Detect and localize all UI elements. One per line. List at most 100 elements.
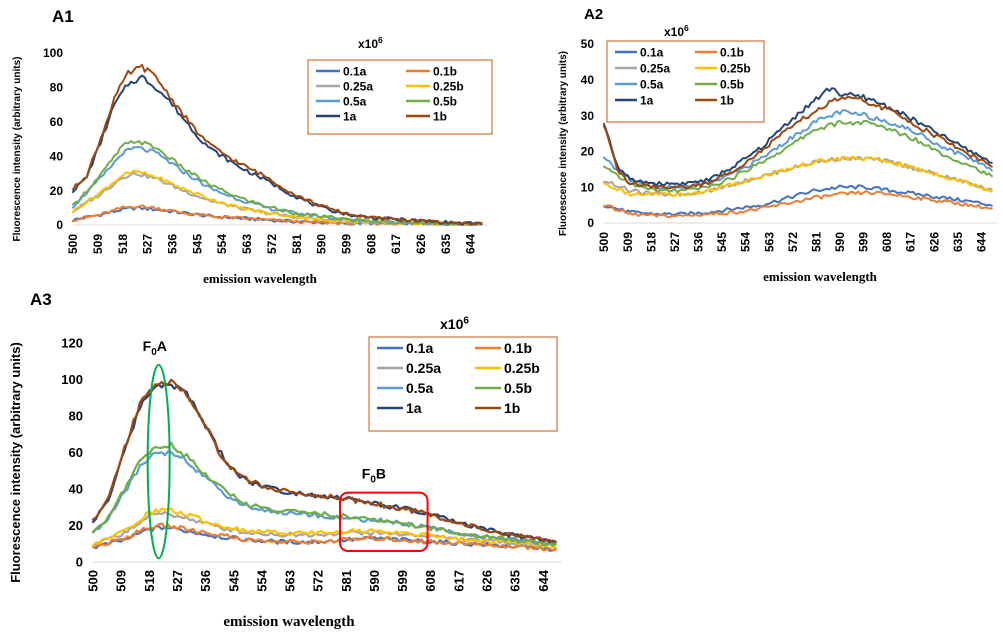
legend-title-exponent: 6 <box>463 315 469 326</box>
legend-entry-0.1a: 0.1a <box>406 340 433 356</box>
legend-entry-1b: 1b <box>720 93 734 107</box>
x-tick-label: 644 <box>464 234 478 254</box>
x-tick-label: 590 <box>315 234 329 254</box>
legend-entry-0.1a: 0.1a <box>343 64 367 78</box>
x-tick-label: 518 <box>644 232 658 252</box>
legend: x106 0.1a 0.1b 0.25a 0.25b 0.5a 0.5b 1a 1b <box>369 315 557 431</box>
x-tick-label: 599 <box>339 234 353 254</box>
x-tick-label: 635 <box>508 570 523 592</box>
x-tick-label: 545 <box>715 232 729 252</box>
f0a-ellipse <box>148 365 170 558</box>
legend-entry-1b: 1b <box>433 109 447 123</box>
x-tick-label: 527 <box>141 234 155 254</box>
x-tick-label: 572 <box>311 570 326 592</box>
x-tick-label: 527 <box>668 232 682 252</box>
x-tick-label: 581 <box>809 232 823 252</box>
x-tick-label: 617 <box>451 570 466 592</box>
x-tick-label: 500 <box>86 570 101 592</box>
x-tick-label: 644 <box>536 569 551 591</box>
legend-entry-0.1b: 0.1b <box>720 45 744 59</box>
panel-label: A3 <box>30 290 52 309</box>
x-tick-label: 572 <box>265 234 279 254</box>
x-tick-label: 572 <box>786 232 800 252</box>
x-tick-label: 509 <box>91 234 105 254</box>
f0a-label: F0A <box>143 338 167 358</box>
y-tick-label: 80 <box>69 409 83 424</box>
y-tick-label: 40 <box>50 149 64 163</box>
legend-entry-0.5b: 0.5b <box>504 380 532 396</box>
x-tick-label: 563 <box>762 232 776 252</box>
y-tick-label: 100 <box>43 46 63 60</box>
series-line-0.25b <box>73 171 482 226</box>
x-tick-label: 545 <box>190 234 204 254</box>
x-axis-title: emission wavelength <box>223 614 355 630</box>
legend-entry-0.5b: 0.5b <box>433 94 457 108</box>
legend-entry-0.1a: 0.1a <box>640 45 664 59</box>
y-tick-label: 120 <box>61 336 83 351</box>
y-tick-label: 40 <box>69 482 83 497</box>
legend: x106 0.1a 0.1b 0.25a 0.25b 0.5a 0.5b 1a 1b <box>308 35 492 134</box>
x-tick-label: 635 <box>951 232 965 252</box>
x-tick-label: 617 <box>904 232 918 252</box>
x-tick-label: 554 <box>254 569 269 591</box>
legend-entry-0.25a: 0.25a <box>343 79 373 93</box>
x-tick-label: 581 <box>290 234 304 254</box>
y-tick-label: 30 <box>581 109 595 123</box>
x-tick-label: 635 <box>439 234 453 254</box>
x-tick-label: 563 <box>240 234 254 254</box>
y-axis-title: Fluorescence intensity (arbitrary units) <box>8 342 23 583</box>
y-tick-label: 40 <box>581 73 595 87</box>
y-axis-title: Fluorescence intensity (arbitrary units) <box>12 56 23 241</box>
x-tick-label: 554 <box>739 232 753 252</box>
y-tick-label: 0 <box>587 216 594 230</box>
annotation-suffix: B <box>376 466 386 482</box>
x-tick-label: 590 <box>367 570 382 592</box>
legend-entry-1a: 1a <box>640 93 654 107</box>
x-axis-title: emission wavelength <box>203 271 318 286</box>
chart-a1: A1020406080100500 509 518 527 536 545 554 563 57… <box>12 7 492 286</box>
y-tick-label: 10 <box>581 180 595 194</box>
x-tick-label: 500 <box>597 232 611 252</box>
y-tick-label: 20 <box>69 518 83 533</box>
x-tick-label: 608 <box>423 570 438 592</box>
y-tick-label: 0 <box>76 555 83 570</box>
x-tick-label: 626 <box>927 232 941 252</box>
f0b-label: F0B <box>362 466 386 486</box>
x-tick-label: 581 <box>339 570 354 592</box>
y-axis-title: Fluorescence intensity (arbitrary units) <box>558 51 569 236</box>
x-tick-label: 608 <box>880 232 894 252</box>
annotation-suffix: A <box>157 338 167 354</box>
legend-title: x106 <box>358 35 383 51</box>
series-line-0.25a <box>73 173 482 225</box>
legend-entry-1b: 1b <box>504 400 520 416</box>
x-tick-label: 617 <box>389 234 403 254</box>
legend-title-exponent: 6 <box>684 23 689 33</box>
legend-entry-0.5b: 0.5b <box>720 77 744 91</box>
x-tick-label: 509 <box>114 570 129 592</box>
panel-label: A1 <box>52 7 74 26</box>
x-tick-label: 599 <box>857 232 871 252</box>
legend: x106 0.1a 0.1b 0.25a 0.25b 0.5a 0.5b 1a 1b <box>607 23 764 122</box>
x-tick-label: 626 <box>414 234 428 254</box>
legend-entry-0.25b: 0.25b <box>504 360 540 376</box>
x-tick-label: 599 <box>395 570 410 592</box>
x-tick-label: 563 <box>283 570 298 592</box>
legend-entry-0.5a: 0.5a <box>343 94 367 108</box>
y-tick-label: 80 <box>50 81 64 95</box>
x-tick-label: 518 <box>116 234 130 254</box>
y-tick-label: 20 <box>50 184 64 198</box>
legend-entry-0.25b: 0.25b <box>433 79 464 93</box>
y-tick-label: 20 <box>581 145 595 159</box>
x-tick-label: 644 <box>974 232 988 252</box>
x-tick-label: 536 <box>198 570 213 592</box>
x-tick-label: 554 <box>215 234 229 254</box>
legend-entry-1a: 1a <box>406 400 422 416</box>
panel-label: A2 <box>584 6 603 23</box>
legend-entry-0.25a: 0.25a <box>406 360 441 376</box>
y-tick-label: 50 <box>581 37 595 51</box>
x-tick-label: 500 <box>66 234 80 254</box>
legend-entry-0.1b: 0.1b <box>504 340 532 356</box>
legend-entry-0.1b: 0.1b <box>433 64 457 78</box>
